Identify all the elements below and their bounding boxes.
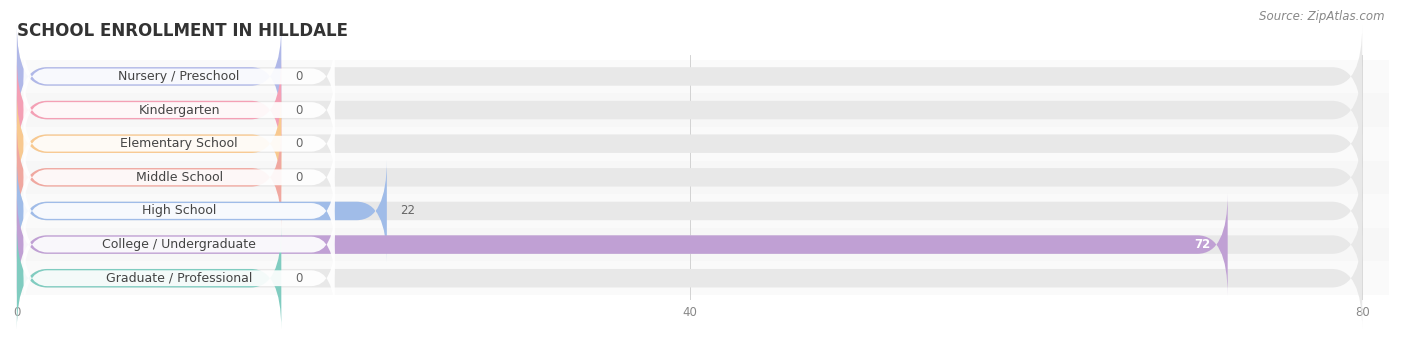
FancyBboxPatch shape bbox=[17, 227, 281, 329]
FancyBboxPatch shape bbox=[17, 160, 1362, 262]
FancyBboxPatch shape bbox=[17, 126, 1362, 228]
FancyBboxPatch shape bbox=[24, 71, 335, 149]
Text: 0: 0 bbox=[295, 272, 302, 285]
FancyBboxPatch shape bbox=[17, 227, 1362, 329]
Text: 0: 0 bbox=[295, 171, 302, 184]
Bar bbox=[17, 60, 1389, 93]
Bar bbox=[17, 262, 1389, 295]
Text: 0: 0 bbox=[295, 104, 302, 117]
Text: 0: 0 bbox=[295, 137, 302, 150]
Text: Middle School: Middle School bbox=[135, 171, 222, 184]
Text: Nursery / Preschool: Nursery / Preschool bbox=[118, 70, 240, 83]
Bar bbox=[17, 161, 1389, 194]
Text: High School: High School bbox=[142, 205, 217, 218]
Text: 72: 72 bbox=[1195, 238, 1211, 251]
Text: Graduate / Professional: Graduate / Professional bbox=[105, 272, 252, 285]
FancyBboxPatch shape bbox=[17, 193, 1362, 296]
Text: Kindergarten: Kindergarten bbox=[138, 104, 219, 117]
Text: 0: 0 bbox=[295, 70, 302, 83]
FancyBboxPatch shape bbox=[17, 193, 1227, 296]
FancyBboxPatch shape bbox=[24, 138, 335, 217]
FancyBboxPatch shape bbox=[17, 126, 281, 228]
Text: College / Undergraduate: College / Undergraduate bbox=[103, 238, 256, 251]
FancyBboxPatch shape bbox=[17, 59, 281, 161]
Bar bbox=[17, 127, 1389, 161]
FancyBboxPatch shape bbox=[17, 25, 281, 128]
FancyBboxPatch shape bbox=[17, 92, 1362, 195]
Bar bbox=[17, 93, 1389, 127]
Bar bbox=[17, 228, 1389, 262]
Bar bbox=[17, 194, 1389, 228]
FancyBboxPatch shape bbox=[17, 25, 1362, 128]
FancyBboxPatch shape bbox=[24, 104, 335, 183]
FancyBboxPatch shape bbox=[24, 172, 335, 250]
FancyBboxPatch shape bbox=[24, 239, 335, 317]
FancyBboxPatch shape bbox=[17, 92, 281, 195]
FancyBboxPatch shape bbox=[17, 59, 1362, 161]
Text: 22: 22 bbox=[401, 205, 415, 218]
Text: SCHOOL ENROLLMENT IN HILLDALE: SCHOOL ENROLLMENT IN HILLDALE bbox=[17, 22, 347, 40]
FancyBboxPatch shape bbox=[24, 205, 335, 284]
FancyBboxPatch shape bbox=[17, 160, 387, 262]
Text: Source: ZipAtlas.com: Source: ZipAtlas.com bbox=[1260, 10, 1385, 23]
Text: Elementary School: Elementary School bbox=[121, 137, 238, 150]
FancyBboxPatch shape bbox=[24, 37, 335, 116]
